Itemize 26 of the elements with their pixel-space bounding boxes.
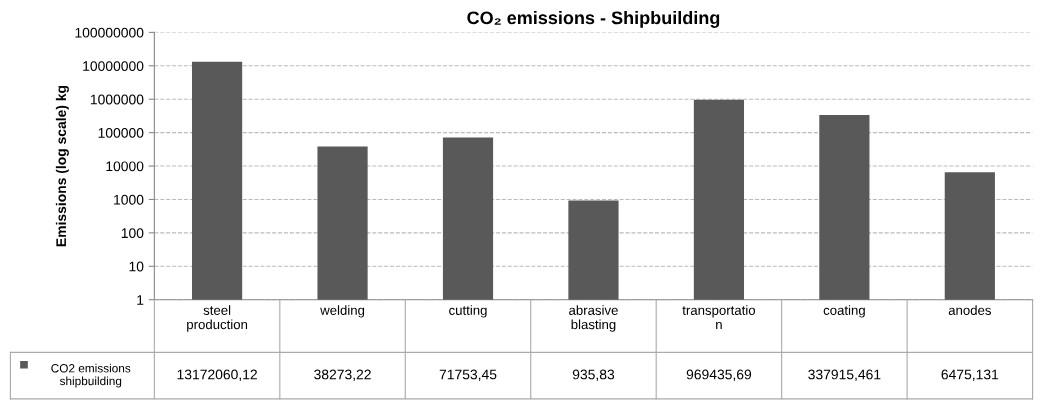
y-tick-label: 100000 <box>98 127 144 138</box>
x-tick-label: abrasive blasting <box>569 305 618 332</box>
legend-label: CO2 emissions shipbuilding <box>51 363 131 388</box>
x-tick-label: anodes <box>948 305 992 315</box>
data-label: 337915,461 <box>808 369 881 382</box>
x-tick-label: cutting <box>449 305 487 318</box>
x-tick-label: steel production <box>187 305 248 332</box>
y-tick-label: 1 <box>137 295 144 305</box>
y-tick-label: 1000 <box>114 194 144 205</box>
x-tick-label: welding <box>320 305 365 318</box>
y-tick-label: 10 <box>129 261 144 272</box>
y-tick-label: 100 <box>121 228 144 239</box>
y-axis-title: Emissions (log scale) kg <box>55 85 69 247</box>
y-tick-label: 100000000 <box>75 27 144 38</box>
y-tick-label: 10000 <box>106 161 144 172</box>
data-label: 13172060,12 <box>177 369 257 382</box>
data-label: 969435,69 <box>686 369 752 382</box>
x-tick-label: transportatio n <box>682 305 756 330</box>
y-tick-label: 10000000 <box>83 61 144 71</box>
y-tick-label: 1000000 <box>90 94 144 105</box>
data-label: 935,83 <box>572 369 615 382</box>
data-label: 38273,22 <box>314 369 371 382</box>
data-label: 6475,131 <box>941 369 999 382</box>
chart-title: CO₂ emissions - Shipbuilding <box>467 10 720 28</box>
data-label: 71753,45 <box>439 369 497 382</box>
x-tick-label: coating <box>823 305 865 318</box>
